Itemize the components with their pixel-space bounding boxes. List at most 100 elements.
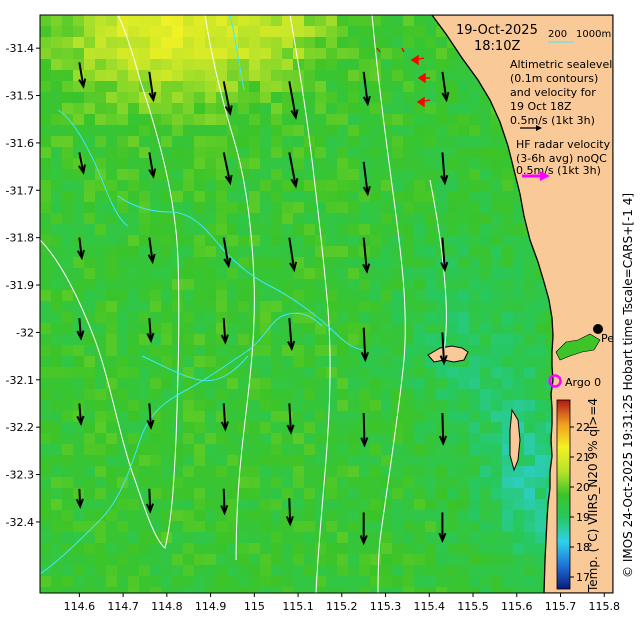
sst-cell [392, 213, 403, 224]
sst-cell [469, 554, 480, 565]
sst-cell [304, 26, 315, 37]
sst-cell [469, 345, 480, 356]
sst-cell [480, 147, 491, 158]
velocity-arrow [439, 332, 448, 366]
sst-cell [304, 554, 315, 565]
sst-cell [535, 532, 546, 543]
sst-cell [128, 499, 139, 510]
sst-cell [502, 268, 513, 279]
sst-cell [282, 499, 293, 510]
sst-cell [392, 136, 403, 147]
swan-river [555, 333, 601, 361]
sst-cell [282, 180, 293, 191]
sst-cell [370, 521, 381, 532]
sst-cell [260, 191, 271, 202]
sst-cell [194, 191, 205, 202]
sst-cell [381, 70, 392, 81]
sst-cell [183, 279, 194, 290]
sst-cell [425, 477, 436, 488]
sst-cell [205, 576, 216, 587]
sst-cell [293, 279, 304, 290]
sst-cell [304, 499, 315, 510]
sst-cell [161, 202, 172, 213]
sst-cell [260, 136, 271, 147]
sst-cell [381, 81, 392, 92]
sst-cell [502, 565, 513, 576]
sst-cell [260, 180, 271, 191]
sst-cell [414, 257, 425, 268]
sst-cell [95, 466, 106, 477]
sst-cell [139, 213, 150, 224]
sst-cell [381, 268, 392, 279]
sst-cell [546, 334, 557, 345]
sst-cell [502, 411, 513, 422]
velocity-arrow [288, 152, 299, 189]
sst-cell [414, 477, 425, 488]
sst-cell [304, 169, 315, 180]
sst-cell [106, 92, 117, 103]
argo-marker[interactable] [548, 374, 562, 388]
sst-cell [194, 48, 205, 59]
sst-cell [238, 499, 249, 510]
sst-cell [414, 81, 425, 92]
sst-cell [425, 246, 436, 257]
sst-cell [238, 268, 249, 279]
sst-cell [139, 554, 150, 565]
sst-cell [40, 70, 51, 81]
sst-cell [436, 114, 447, 125]
sst-cell [150, 587, 161, 593]
sst-cell [84, 521, 95, 532]
sst-cell [271, 356, 282, 367]
sst-cell [172, 169, 183, 180]
sst-cell [414, 191, 425, 202]
sst-cell [469, 301, 480, 312]
sst-cell [480, 488, 491, 499]
sst-cell [414, 543, 425, 554]
sst-cell [370, 554, 381, 565]
sst-cell [106, 334, 117, 345]
sst-cell [40, 92, 51, 103]
sst-cell [447, 180, 458, 191]
sst-cell [293, 587, 304, 593]
sst-cell [458, 466, 469, 477]
sst-cell [425, 103, 436, 114]
sst-cell [227, 334, 238, 345]
sst-cell [194, 565, 205, 576]
sst-cell [73, 169, 84, 180]
sst-cell [40, 532, 51, 543]
sst-cell [348, 136, 359, 147]
sst-cell [106, 246, 117, 257]
sst-cell [40, 147, 51, 158]
sst-cell [73, 532, 84, 543]
sst-cell [238, 158, 249, 169]
sst-cell [502, 543, 513, 554]
sst-cell [84, 444, 95, 455]
sst-cell [172, 59, 183, 70]
sst-cell [513, 477, 524, 488]
sst-cell [370, 444, 381, 455]
sst-cell [436, 136, 447, 147]
sst-cell [238, 334, 249, 345]
sst-cell [337, 444, 348, 455]
perth-marker[interactable] [593, 324, 603, 334]
sst-cell [425, 224, 436, 235]
sst-cell [370, 565, 381, 576]
sst-cell [304, 92, 315, 103]
sst-cell [414, 224, 425, 235]
sst-cell [414, 125, 425, 136]
sst-cell [491, 312, 502, 323]
sst-cell [172, 235, 183, 246]
sst-cell [216, 510, 227, 521]
sst-cell [183, 92, 194, 103]
sst-cell [139, 345, 150, 356]
sst-cell [117, 114, 128, 125]
sst-cell [304, 191, 315, 202]
sst-cell [238, 257, 249, 268]
sst-cell [62, 92, 73, 103]
sst-cell [447, 543, 458, 554]
sst-cell [40, 136, 51, 147]
sst-cell [502, 279, 513, 290]
sst-cell [73, 15, 84, 26]
sst-cell [150, 147, 161, 158]
sst-cell [172, 70, 183, 81]
